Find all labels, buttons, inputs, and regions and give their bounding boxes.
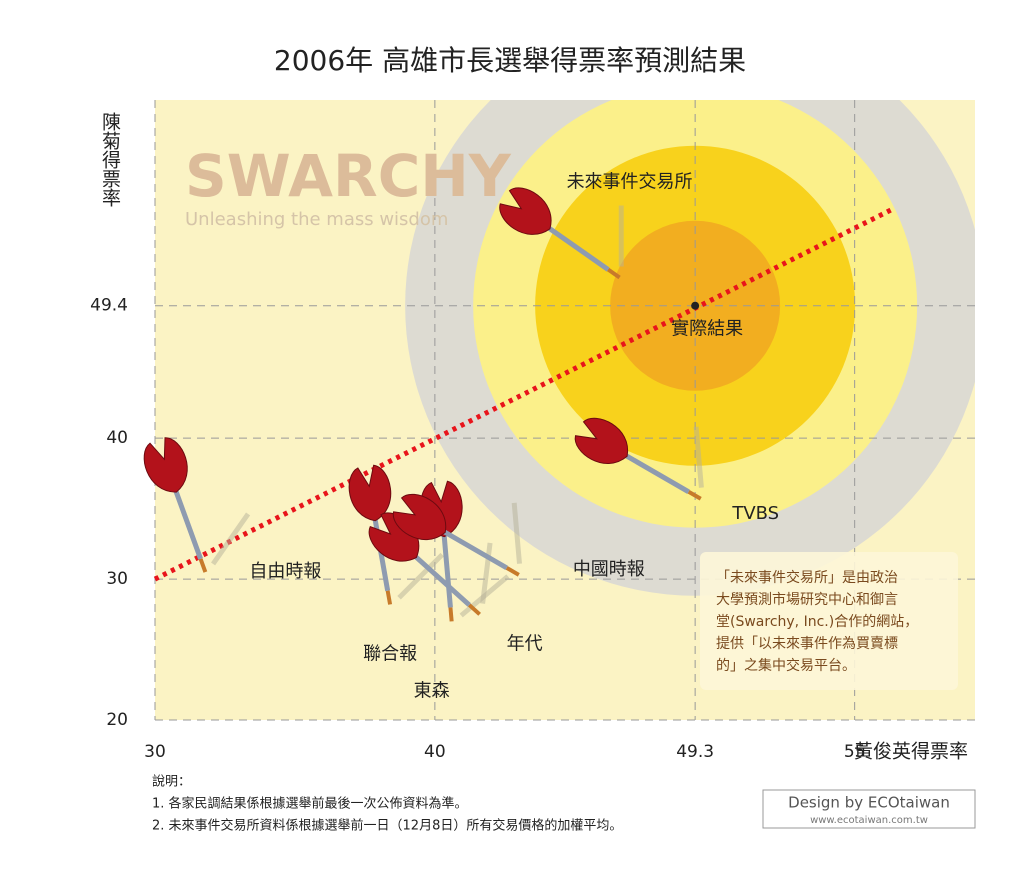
dart-tip	[448, 607, 454, 622]
y-tick-label: 49.4	[90, 296, 128, 316]
y-tick-label: 40	[106, 428, 128, 448]
dart-label: 聯合報	[363, 643, 417, 664]
dart-shadow	[511, 502, 522, 564]
credit-url: www.ecotaiwan.com.tw	[810, 815, 928, 826]
y-axis-label: 陳菊得票率	[99, 112, 121, 207]
dart-shadow	[480, 542, 493, 604]
info-line: 提供「以未來事件作為買賣標	[716, 636, 898, 652]
note-line: 1. 各家民調結果係根據選舉前最後一次公佈資料為準。	[152, 796, 468, 812]
actual-label: 實際結果	[671, 319, 743, 340]
x-tick-label: 55	[844, 742, 866, 762]
dart-flight	[348, 464, 392, 522]
x-tick-label: 40	[424, 742, 446, 762]
dart	[574, 417, 704, 501]
dart-label: 年代	[507, 633, 543, 654]
trend-line	[153, 207, 893, 582]
dart-flight	[574, 417, 629, 464]
dart-label: TVBS	[731, 503, 779, 524]
x-tick-label: 30	[144, 742, 166, 762]
watermark-subtitle: Unleashing the mass wisdom	[185, 209, 448, 230]
dart-tip	[198, 558, 208, 573]
info-line: 的」之集中交易平台。	[716, 657, 856, 674]
credit-box	[762, 789, 976, 829]
info-line: 「未來事件交易所」是由政治	[716, 569, 898, 586]
info-box	[700, 552, 958, 690]
chart-title: 2006年 高雄市長選舉得票率預測結果	[274, 44, 746, 77]
dart-label: 東森	[414, 680, 450, 701]
dart-flight	[393, 493, 447, 540]
dart-tip	[385, 590, 393, 605]
info-line: 堂(Swarchy, Inc.)合作的網站，	[716, 614, 918, 630]
dart-tip	[687, 490, 702, 501]
dart-shadow	[211, 512, 251, 566]
info-line: 大學預測市場研究中心和御言	[716, 591, 898, 608]
credit-title: Design by ECOtaiwan	[788, 794, 950, 812]
dart	[499, 187, 624, 280]
watermark-title: SWARCHY	[185, 142, 512, 210]
notes: 說明： 1. 各家民調結果係根據選舉前最後一次公佈資料為準。 2. 未來事件交易所資…	[152, 774, 622, 834]
dart-flight	[499, 187, 552, 235]
dart-label: 中國時報	[573, 559, 645, 580]
y-tick-label: 20	[106, 710, 128, 730]
x-tick-label: 49.3	[676, 742, 714, 762]
dart-shadow	[618, 205, 624, 267]
dart-shadow	[397, 552, 444, 600]
grid	[154, 100, 975, 721]
dart-label: 自由時報	[249, 561, 321, 582]
dart	[393, 493, 522, 577]
y-tick-label: 30	[106, 569, 128, 589]
actual-point	[691, 301, 700, 310]
dart-tip	[606, 267, 621, 280]
x-axis-label: 黃俊英得票率	[854, 741, 968, 763]
dart-label: 未來事件交易所	[567, 172, 693, 193]
dart-shadow	[693, 426, 704, 488]
dart-flight	[143, 437, 188, 493]
dart-tip	[505, 566, 520, 577]
dart	[143, 437, 251, 573]
note-line: 2. 未來事件交易所資料係根據選舉前一日（12月8日）所有交易價格的加權平均。	[152, 818, 622, 834]
note-line: 說明：	[152, 774, 191, 790]
dart-tip	[467, 603, 481, 616]
